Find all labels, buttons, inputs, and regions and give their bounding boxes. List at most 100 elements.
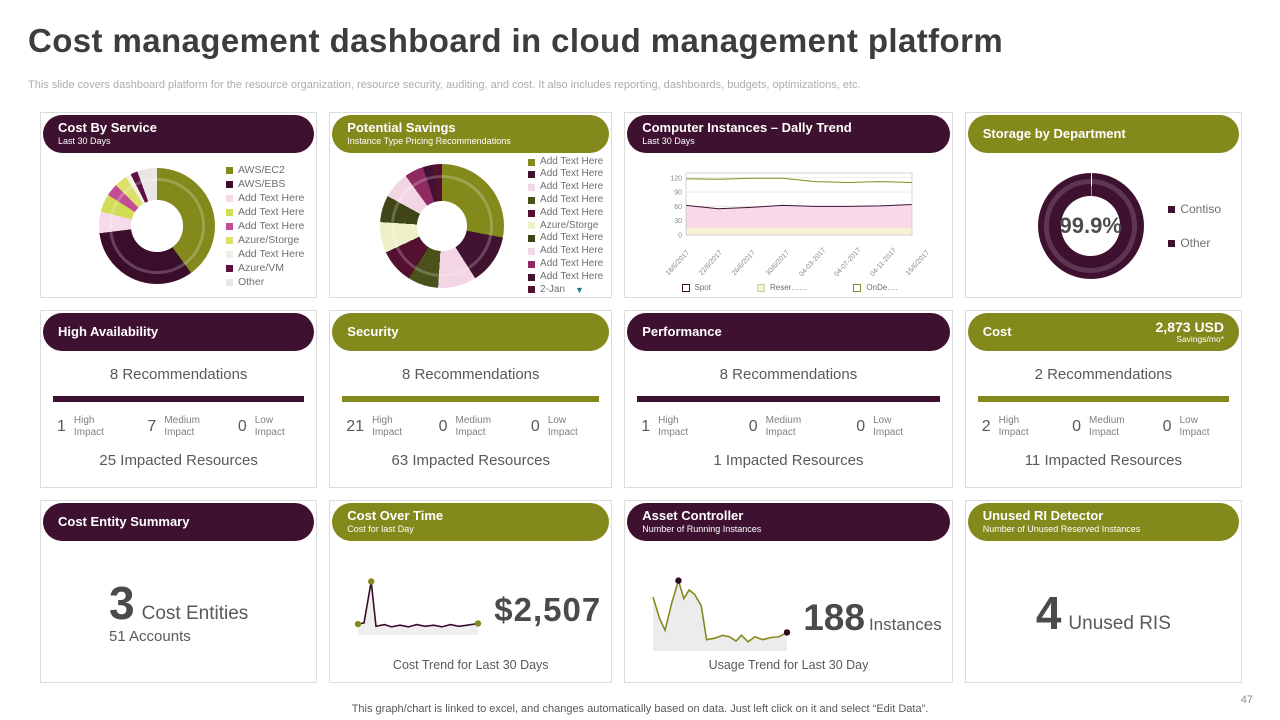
svg-text:90: 90: [675, 190, 683, 197]
legend-item-filter[interactable]: 2-Jan ▼: [528, 284, 603, 297]
instances-count: 188: [803, 597, 865, 638]
donut-chart-area: AWS/EC2 AWS/EBS Add Text Here Add Text Here…: [41, 155, 316, 297]
legend-item: Azure/Storge: [225, 233, 304, 247]
panel-security: Security 8 Recommendations 21 High Impact…: [329, 310, 613, 488]
impacted-resources: 11 Impacted Resources: [1024, 452, 1183, 469]
svg-text:60: 60: [675, 204, 683, 211]
medium-impact-count: 0: [748, 418, 758, 435]
legend-swatch-icon: [528, 273, 536, 281]
legend-label: Add Text Here: [540, 181, 604, 193]
usage-sparkline-chart[interactable]: [649, 573, 791, 653]
legend-label: Reser……: [769, 283, 808, 292]
footer-note: This graph/chart is linked to excel, and…: [351, 703, 929, 715]
svg-text:120: 120: [671, 175, 683, 182]
summary-body: 3 Cost Entities 51 Accounts: [41, 543, 316, 682]
impact-stats: 1 High Impact 0 Medium Impact 0 Low Impact: [627, 415, 950, 439]
panel-cost-by-service: Cost By Service Last 30 Days AWS/EC2 AWS/…: [40, 112, 318, 298]
low-impact-count: 0: [237, 418, 247, 435]
impact-bar: [637, 396, 940, 402]
panel-computer-instances: Computer Instances – Dally Trend Last 30…: [624, 112, 953, 298]
legend-label: 2-Jan: [540, 283, 566, 295]
instances-legend: Spot Reser…… OnDe….: [633, 283, 946, 292]
legend-swatch-icon: [1168, 239, 1176, 247]
donut-hole: [417, 201, 468, 251]
legend-swatch-icon: [528, 196, 536, 204]
legend-item: Contiso: [1168, 202, 1221, 216]
unused-ri-stat: 4 Unused RIS: [1036, 590, 1171, 636]
legend-item: Add Text Here: [528, 168, 603, 181]
legend-item: Other: [1168, 236, 1221, 250]
panel-title: Security: [347, 323, 399, 339]
impact-bar: [53, 396, 305, 402]
panel-title: Computer Instances – Dally Trend: [642, 119, 852, 135]
legend-label: Add Text Here: [540, 155, 604, 167]
legend-label: Azure/Storge: [237, 234, 300, 246]
low-impact-label: Low Impact: [873, 415, 904, 438]
high-impact-stat: 2 High Impact: [968, 415, 1058, 439]
impacted-resources: 63 Impacted Resources: [391, 452, 550, 469]
donut-hole: [1061, 196, 1121, 256]
storage-legend: Contiso Other: [1168, 202, 1221, 250]
panel-header: Security: [332, 313, 610, 351]
legend-swatch-icon: [528, 209, 536, 217]
panel-subtitle: Cost for last Day: [347, 523, 414, 534]
high-impact-label: High Impact: [73, 415, 104, 438]
legend-label: AWS/EBS: [237, 178, 286, 190]
instances-stacked-area-chart[interactable]: 0 30 60 90 120: [658, 165, 920, 243]
low-impact-label: Low Impact: [254, 415, 285, 438]
panel-header: Cost By Service Last 30 Days: [43, 115, 315, 153]
svg-text:30: 30: [675, 218, 683, 225]
donut-inner-ring: [1044, 179, 1138, 273]
legend-swatch-icon: [528, 248, 536, 256]
legend-label: Spot: [694, 283, 711, 292]
legend-item: Add Text Here: [225, 191, 304, 205]
potential-savings-legend: Add Text Here Add Text Here Add Text Here A…: [528, 156, 603, 297]
accounts-count: 51 Accounts: [109, 628, 191, 645]
instances-stat: 188 Instances: [803, 597, 942, 639]
low-impact-label: Low Impact: [547, 415, 578, 438]
legend-label: Add Text Here: [237, 248, 305, 260]
donut-chart-area: 99.9% Contiso Other: [966, 155, 1241, 297]
cost-sparkline-chart[interactable]: [354, 573, 482, 637]
legend-swatch-icon: [853, 283, 862, 292]
area-chart-area: 0 30 60 90 120 18/6/2017 22/6/2017 26/6/2017 30…: [625, 155, 952, 292]
panel-storage-by-department: Storage by Department 99.9% Contiso Other: [964, 112, 1242, 298]
recommendations-count: 8 Recommendations: [401, 366, 540, 383]
legend-swatch-icon: [528, 222, 536, 230]
panel-title: Cost Entity Summary: [58, 513, 190, 529]
dropdown-arrow-icon[interactable]: ▼: [575, 284, 584, 295]
panel-title: High Availability: [58, 323, 159, 339]
legend-swatch-icon: [225, 278, 233, 286]
panel-title: Unused RI Detector: [982, 507, 1104, 523]
high-impact-stat: 1 High Impact: [43, 415, 133, 439]
donut-inner-ring: [109, 178, 205, 274]
legend-label: Add Text Here: [540, 232, 604, 244]
medium-impact-count: 0: [1072, 418, 1082, 435]
legend-swatch-icon: [225, 250, 233, 258]
legend-swatch-icon: [225, 264, 233, 272]
high-impact-label: High Impact: [658, 415, 689, 438]
legend-item: Add Text Here: [528, 156, 603, 169]
potential-savings-donut-chart[interactable]: [380, 164, 505, 288]
legend-label: Add Text Here: [237, 220, 305, 232]
legend-item: Add Text Here: [528, 194, 603, 207]
recommendations-count: 8 Recommendations: [719, 366, 858, 383]
low-impact-count: 0: [856, 418, 866, 435]
chart-caption: Usage Trend for Last 30 Day: [708, 658, 869, 672]
savings-badge: 2,873 USD Savings/mo*: [1156, 320, 1224, 344]
panel-subtitle: Last 30 Days: [642, 135, 695, 146]
recommendations-count: 2 Recommendations: [1034, 366, 1173, 383]
high-impact-stat: 21 High Impact: [332, 415, 424, 439]
dashboard-grid: Cost By Service Last 30 Days AWS/EC2 AWS/…: [40, 112, 1242, 683]
legend-swatch-icon: [225, 180, 233, 188]
legend-item: Reser……: [756, 283, 808, 292]
cost-value: $2,507: [494, 591, 602, 628]
panel-subtitle: Instance Type Pricing Recommendations: [347, 135, 511, 146]
cost-by-service-legend: AWS/EC2 AWS/EBS Add Text Here Add Text Here…: [225, 163, 305, 289]
legend-label: Add Text Here: [540, 270, 604, 282]
legend-swatch-icon: [528, 171, 536, 179]
donut-hole: [131, 200, 183, 252]
legend-swatch-icon: [528, 184, 536, 192]
cost-by-service-donut-chart[interactable]: [99, 168, 215, 284]
storage-donut-chart[interactable]: 99.9%: [1037, 173, 1144, 279]
